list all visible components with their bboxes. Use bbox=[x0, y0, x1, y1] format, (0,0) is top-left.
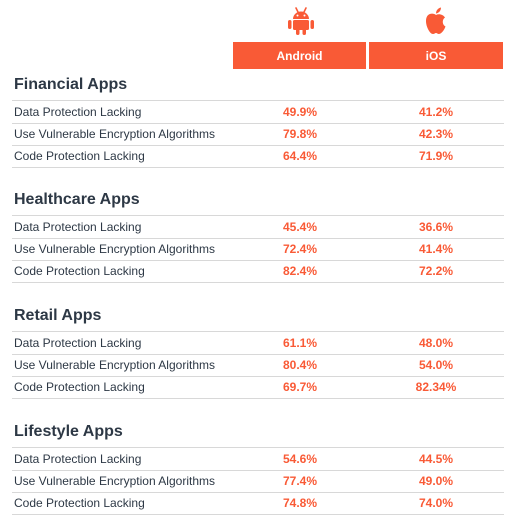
android-value: 72.4% bbox=[282, 241, 318, 256]
section-title-financial-apps: Financial Apps bbox=[14, 76, 128, 93]
row-label: Code Protection Lacking bbox=[14, 149, 145, 163]
table-row: Code Protection Lacking 69.7% 82.34% bbox=[12, 376, 504, 399]
section-title-healthcare-apps: Healthcare Apps bbox=[14, 191, 140, 208]
android-value: 69.7% bbox=[282, 380, 318, 394]
android-value: 45.4% bbox=[282, 220, 318, 234]
table-row: Data Protection Lacking 45.4% 36.6% bbox=[12, 215, 504, 239]
table-row: Data Protection Lacking 49.9% 41.2% bbox=[12, 100, 504, 124]
row-label: Data Protection Lacking bbox=[14, 336, 142, 350]
ios-value: 71.9% bbox=[418, 149, 454, 163]
row-label: Code Protection Lacking bbox=[14, 380, 145, 394]
table-row: Use Vulnerable Encryption Algorithms 80.4… bbox=[12, 354, 504, 377]
row-label: Data Protection Lacking bbox=[14, 452, 142, 466]
section-title-retail-apps: Retail Apps bbox=[14, 307, 102, 324]
ios-column-header: iOS bbox=[369, 42, 503, 69]
ios-value: 54.0% bbox=[418, 357, 454, 372]
ios-value: 42.3% bbox=[418, 126, 454, 141]
ios-value: 74.0% bbox=[418, 496, 454, 510]
android-value: 77.4% bbox=[282, 473, 318, 488]
table-row: Code Protection Lacking 64.4% 71.9% bbox=[12, 145, 504, 168]
table-row: Data Protection Lacking 54.6% 44.5% bbox=[12, 447, 504, 471]
ios-value: 36.6% bbox=[418, 220, 454, 234]
row-label: Data Protection Lacking bbox=[14, 220, 142, 234]
ios-value: 41.2% bbox=[418, 105, 454, 119]
ios-value: 49.0% bbox=[418, 473, 454, 488]
android-column-header: Android bbox=[233, 42, 366, 69]
table-row: Code Protection Lacking 82.4% 72.2% bbox=[12, 260, 504, 283]
row-label: Code Protection Lacking bbox=[14, 264, 145, 278]
android-value: 61.1% bbox=[282, 336, 318, 350]
android-value: 74.8% bbox=[282, 496, 318, 510]
android-value: 80.4% bbox=[282, 357, 318, 372]
android-icon bbox=[288, 7, 314, 35]
row-label: Use Vulnerable Encryption Algorithms bbox=[14, 241, 215, 256]
ios-value: 41.4% bbox=[418, 241, 454, 256]
ios-value: 72.2% bbox=[418, 264, 454, 278]
table-row: Code Protection Lacking 74.8% 74.0% bbox=[12, 492, 504, 515]
android-value: 49.9% bbox=[282, 105, 318, 119]
row-label: Data Protection Lacking bbox=[14, 105, 142, 119]
row-label: Use Vulnerable Encryption Algorithms bbox=[14, 357, 215, 372]
section-title-lifestyle-apps: Lifestyle Apps bbox=[14, 423, 123, 440]
ios-value: 82.34% bbox=[415, 380, 457, 394]
android-value: 64.4% bbox=[282, 149, 318, 163]
android-value: 82.4% bbox=[282, 264, 318, 278]
apple-icon bbox=[426, 7, 446, 34]
table-row: Use Vulnerable Encryption Algorithms 79.8… bbox=[12, 123, 504, 146]
table-row: Use Vulnerable Encryption Algorithms 77.4… bbox=[12, 470, 504, 493]
ios-value: 44.5% bbox=[418, 452, 454, 466]
ios-value: 48.0% bbox=[418, 336, 454, 350]
table-row: Data Protection Lacking 61.1% 48.0% bbox=[12, 331, 504, 355]
row-label: Use Vulnerable Encryption Algorithms bbox=[14, 126, 215, 141]
row-label: Code Protection Lacking bbox=[14, 496, 145, 510]
android-value: 54.6% bbox=[282, 452, 318, 466]
table-row: Use Vulnerable Encryption Algorithms 72.4… bbox=[12, 238, 504, 261]
row-label: Use Vulnerable Encryption Algorithms bbox=[14, 473, 215, 488]
android-value: 79.8% bbox=[282, 126, 318, 141]
